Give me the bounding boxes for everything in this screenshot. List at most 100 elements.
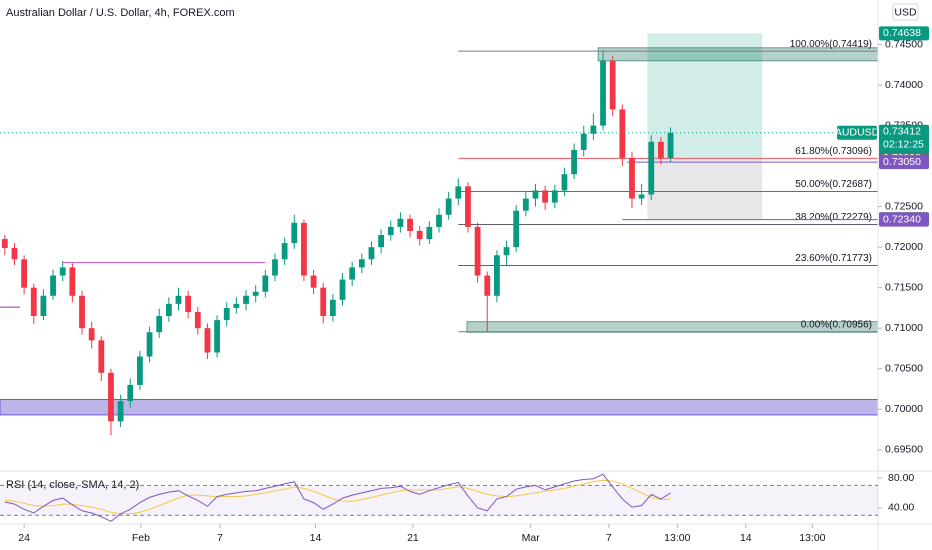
candle-body [156, 316, 163, 333]
candle-body [127, 384, 134, 402]
candle-body [339, 279, 346, 300]
candle-body [349, 267, 356, 280]
y-tick-label: 0.69500 [885, 444, 923, 456]
candle-body [30, 287, 37, 317]
candle-body [590, 125, 597, 134]
x-tick-label: 24 [18, 532, 30, 544]
candle-body [542, 190, 549, 203]
candle-body [11, 247, 18, 260]
candle-body [358, 259, 365, 268]
candle-body [137, 356, 143, 385]
candle-body [484, 275, 491, 296]
candle-body [580, 133, 587, 150]
y-tick-label: 0.71000 [885, 322, 923, 334]
candle-body [436, 214, 442, 227]
currency-box[interactable] [892, 3, 919, 21]
position-loss [647, 158, 763, 220]
candle-body [513, 210, 520, 248]
x-tick-label: 7 [606, 532, 612, 544]
candle-body [185, 295, 192, 312]
candle-body [397, 218, 404, 227]
candle-body [21, 259, 28, 288]
candle-body [117, 401, 124, 422]
candle-body [609, 60, 616, 110]
rsi-y-tick-label: 40.00 [888, 502, 914, 514]
candle-body [329, 299, 336, 317]
candle-body [658, 141, 664, 159]
candle-body [465, 186, 471, 227]
candle-body [98, 340, 105, 373]
rsi-ma-line [4, 479, 671, 515]
candle-body [378, 235, 385, 248]
candle-body [445, 198, 452, 215]
candle-body [108, 372, 114, 422]
candle-body [571, 149, 577, 175]
candle-body [629, 158, 635, 199]
x-tick-label: 7 [217, 532, 223, 544]
title-bg [0, 4, 222, 22]
candle-body [426, 226, 433, 240]
candle-body [551, 190, 558, 203]
fib-label: 23.60%(0.71773) [795, 253, 872, 264]
position-profit [647, 33, 763, 159]
x-tick-label: Feb [132, 532, 150, 544]
candle-body [619, 109, 626, 159]
candle-body [532, 190, 539, 199]
candle-body [223, 307, 230, 321]
symbol-label: AUDUSD [835, 127, 880, 139]
candle-body [79, 295, 85, 329]
x-tick-label: 13:00 [664, 532, 690, 544]
candle-body [175, 295, 182, 304]
countdown: 02:12:25 [883, 139, 924, 151]
candle-body [522, 198, 529, 211]
candle-body [600, 60, 606, 126]
rsi-line [4, 473, 671, 522]
candle-body [1, 239, 8, 248]
y-tick-label: 0.71500 [885, 281, 923, 293]
price-tag-label: 0.73050 [883, 156, 921, 168]
x-tick-label: 14 [310, 532, 322, 544]
zone [0, 399, 879, 416]
price-tag-label: 0.74638 [883, 27, 921, 39]
price-tag [879, 155, 929, 170]
rsi-y-tick-label: 80.00 [888, 472, 914, 484]
candle-body [561, 174, 568, 191]
x-tick-label: Mar [522, 532, 541, 544]
x-tick-label: 14 [740, 532, 752, 544]
fib-label: 100.00%(0.74419) [790, 39, 872, 50]
rsi-title: RSI (14, close, SMA, 14, 2) [6, 479, 139, 491]
candle-body [407, 218, 413, 231]
fib-label: 50.00%(0.72687) [795, 179, 872, 190]
symbol-tag [837, 125, 877, 140]
candle-body [165, 303, 172, 317]
candle-body [667, 132, 674, 159]
candle-body [69, 267, 76, 296]
candle-body [50, 275, 56, 296]
candle-body [301, 222, 307, 276]
candle-body [243, 295, 249, 304]
candle-body [320, 287, 327, 317]
candle-body [204, 328, 211, 353]
last-price-label: 0.73412 [883, 126, 921, 138]
price-tag-label: 0.72340 [883, 213, 921, 225]
price-tag [879, 212, 929, 227]
candle-body [59, 267, 66, 276]
price-tag [879, 26, 929, 41]
candle-body [262, 275, 269, 292]
y-tick-label: 0.70000 [885, 403, 923, 415]
candle-body [638, 194, 645, 199]
candle-body [493, 255, 500, 296]
fib-label: 38.20%(0.72279) [795, 212, 872, 223]
candle-body [648, 141, 655, 195]
candle-body [281, 243, 288, 260]
fib-label: 0.00%(0.70956) [801, 319, 872, 330]
candle-body [474, 226, 481, 276]
candle-body [40, 295, 47, 317]
candle-body [503, 247, 510, 256]
candle-body [272, 259, 278, 276]
candle-body [88, 328, 95, 341]
currency: USD [894, 6, 917, 18]
y-tick-label: 0.74500 [885, 38, 923, 50]
y-tick-label: 0.74000 [885, 79, 923, 91]
